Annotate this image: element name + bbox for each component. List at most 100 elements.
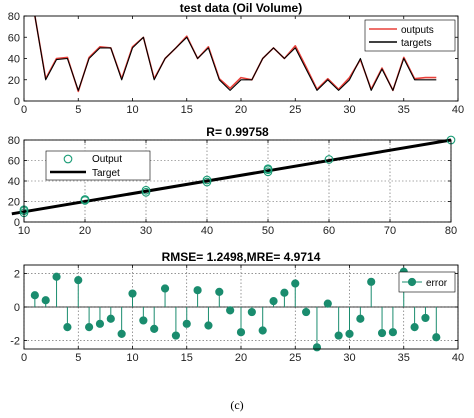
y-tick-label: 80 bbox=[8, 135, 20, 147]
error-point bbox=[52, 272, 61, 281]
error-point bbox=[302, 307, 311, 317]
error-point bbox=[247, 307, 256, 317]
x-tick-label: 60 bbox=[323, 225, 335, 237]
output-point bbox=[324, 155, 334, 164]
x-tick-label: 70 bbox=[384, 225, 396, 237]
legend-label-error: error bbox=[426, 278, 448, 289]
legend-label-Target: Target bbox=[92, 168, 120, 179]
x-tick-label: 35 bbox=[398, 352, 410, 364]
error-point bbox=[334, 331, 343, 340]
error-point bbox=[193, 286, 202, 295]
x-tick-label: 40 bbox=[201, 225, 213, 237]
plot-frame bbox=[23, 139, 452, 223]
error-point bbox=[95, 319, 105, 328]
target-line bbox=[11, 138, 452, 216]
error-point bbox=[312, 343, 322, 352]
y-tick-label: 0 bbox=[14, 302, 20, 314]
error-point bbox=[323, 299, 332, 308]
x-tick-label: 40 bbox=[452, 104, 464, 116]
x-tick-label: 20 bbox=[79, 225, 91, 237]
legend-label-outputs: outputs bbox=[401, 25, 434, 36]
x-tick-label: 20 bbox=[235, 352, 247, 364]
chart-panel-2: 10 20 30 40 50 60 70 80 0 20 40 60 80 R= 0.99758 Outpu… bbox=[8, 125, 457, 237]
error-point bbox=[41, 296, 50, 305]
y-tick-label: 0 bbox=[14, 217, 20, 229]
y-tick-label: 60 bbox=[8, 32, 20, 44]
chart-panel-1: 0 5 10 15 20 25 30 35 40 0 20 40 60 80 test data (Oil … bbox=[8, 1, 464, 116]
error-point bbox=[269, 297, 278, 306]
error-point bbox=[226, 306, 235, 315]
y-tick-label: 60 bbox=[8, 156, 20, 168]
y-tick-label: 20 bbox=[8, 197, 20, 209]
error-point bbox=[204, 321, 213, 330]
x-tick-label: 50 bbox=[262, 225, 274, 237]
legend-label-targets: targets bbox=[401, 38, 432, 49]
x-tick-label: 20 bbox=[235, 104, 247, 116]
legend-box bbox=[398, 271, 456, 293]
chart-title: RMSE= 1.2498,MRE= 4.9714 bbox=[162, 250, 321, 264]
x-tick-label: 25 bbox=[289, 104, 301, 116]
error-point bbox=[410, 323, 419, 332]
error-point bbox=[63, 323, 72, 332]
x-tick-label: 30 bbox=[343, 104, 355, 116]
x-tick-label: 10 bbox=[18, 225, 30, 237]
output-point bbox=[80, 195, 90, 204]
chart-title: R= 0.99758 bbox=[206, 125, 269, 139]
legend-label-Output: Output bbox=[92, 154, 122, 165]
x-tick-label: 15 bbox=[181, 104, 193, 116]
y-tick-label: 0 bbox=[14, 96, 20, 108]
error-point bbox=[139, 316, 148, 325]
x-tick-label: 30 bbox=[343, 352, 355, 364]
error-point bbox=[432, 333, 441, 342]
error-point bbox=[30, 291, 39, 300]
x-tick-label: 15 bbox=[181, 352, 193, 364]
error-point bbox=[171, 331, 180, 340]
error-point bbox=[258, 326, 267, 335]
x-tick-label: 0 bbox=[21, 352, 27, 364]
error-point bbox=[367, 277, 376, 286]
y-tick-label: 40 bbox=[8, 54, 20, 66]
error-point bbox=[236, 328, 246, 337]
x-tick-label: 10 bbox=[126, 104, 138, 116]
error-point bbox=[128, 289, 137, 298]
error-point bbox=[160, 284, 170, 293]
error-point bbox=[74, 276, 83, 285]
plot-frame bbox=[23, 15, 459, 102]
x-tick-label: 5 bbox=[75, 104, 81, 116]
error-point bbox=[182, 319, 191, 328]
x-tick-label: 30 bbox=[140, 225, 152, 237]
y-tick-label: 20 bbox=[8, 75, 20, 87]
legend-box bbox=[364, 19, 456, 52]
x-tick-label: 0 bbox=[21, 104, 27, 116]
x-tick-label: 40 bbox=[452, 352, 464, 364]
error-point bbox=[377, 328, 387, 338]
legend-swatch-Output bbox=[63, 154, 73, 164]
x-tick-label: 35 bbox=[398, 104, 410, 116]
error-point bbox=[280, 288, 289, 297]
chart-title: test data (Oil Volume) bbox=[180, 1, 302, 15]
error-point bbox=[356, 314, 365, 323]
error-point bbox=[345, 329, 354, 338]
output-point bbox=[202, 175, 212, 185]
error-point bbox=[291, 279, 300, 288]
output-point bbox=[141, 185, 151, 195]
output-point bbox=[263, 164, 273, 174]
y-tick-label: 40 bbox=[8, 176, 20, 188]
figure-caption: (c) bbox=[230, 398, 244, 412]
x-tick-label: 25 bbox=[289, 352, 301, 364]
error-point bbox=[117, 329, 126, 338]
series-line-targets bbox=[34, 15, 437, 91]
legend-marker-error bbox=[407, 277, 417, 287]
y-tick-label: 2 bbox=[14, 268, 20, 280]
y-tick-label: -2 bbox=[10, 336, 20, 348]
error-point bbox=[150, 324, 159, 333]
x-tick-label: 5 bbox=[75, 352, 81, 364]
error-point bbox=[215, 287, 224, 296]
error-point bbox=[388, 328, 397, 337]
x-tick-label: 10 bbox=[126, 352, 138, 364]
error-point bbox=[421, 313, 430, 323]
legend-box bbox=[45, 150, 151, 181]
error-point bbox=[85, 323, 94, 332]
y-tick-label: 80 bbox=[8, 11, 20, 23]
